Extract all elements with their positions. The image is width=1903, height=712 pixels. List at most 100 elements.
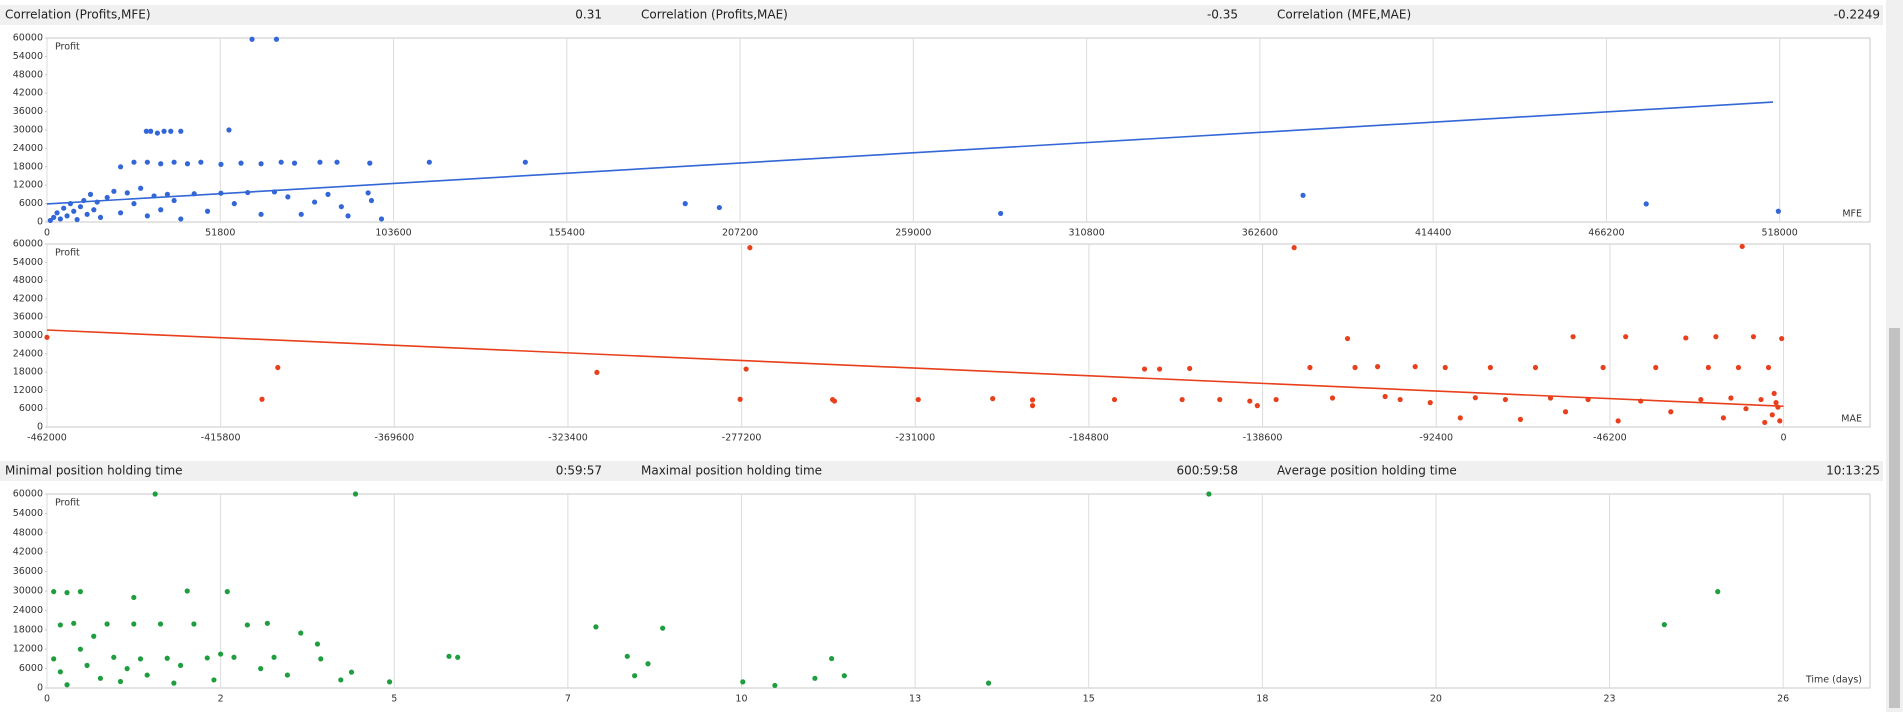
y-tick-label: 54000 [13,51,43,62]
point [198,159,204,165]
point [1502,396,1508,403]
point [143,128,149,134]
x-axis-label: Time (days) [1805,675,1862,686]
point [624,653,630,659]
stat-value: 0.31 [575,8,602,22]
point [1698,396,1704,403]
point [682,201,688,207]
point [298,211,304,217]
point [1442,364,1448,371]
point [178,216,184,222]
point [1291,245,1297,251]
point [71,620,77,626]
point [915,396,921,403]
y-tick-label: 60000 [13,33,43,44]
x-tick-label: -462000 [27,433,67,444]
point [91,207,97,213]
stat-value: -0.35 [1207,8,1238,22]
x-tick-label: 414400 [1415,228,1451,239]
point [737,396,743,402]
stat-value: 0:59:57 [556,464,602,478]
point [77,646,83,652]
y-axis-label: Profit [55,498,80,509]
point [632,673,638,679]
y-tick-label: 18000 [13,367,43,378]
point [117,210,124,216]
y-tick-label: 12000 [13,180,43,191]
point [1771,390,1777,397]
point [137,656,144,662]
y-tick-label: 0 [37,422,43,433]
point [211,677,217,683]
y-tick-label: 48000 [13,275,43,286]
point [1775,208,1781,214]
point [77,204,84,210]
x-tick-label: -231000 [895,433,935,444]
point [1427,400,1433,406]
point [1273,396,1279,403]
x-tick-label: 5 [391,694,397,705]
point [54,210,60,216]
scrollbar-thumb[interactable] [1889,328,1900,708]
point [1187,365,1193,372]
y-tick-label: 54000 [13,257,43,268]
x-tick-label: -369600 [374,433,414,444]
point [275,364,281,371]
point [249,36,255,42]
point [841,673,847,679]
point [1758,396,1764,403]
point [218,161,224,167]
stat-label: Average position holding time [1277,464,1457,478]
x-tick-label: 51800 [205,228,235,239]
point [57,669,63,675]
y-tick-label: 18000 [13,624,43,635]
point [386,679,393,685]
point [144,672,150,678]
stat-label: Correlation (Profits,MAE) [641,8,788,22]
point [378,216,385,222]
point [144,159,150,165]
point [84,662,90,668]
point [1728,395,1734,401]
y-tick-label: 18000 [13,161,43,172]
point [177,662,184,668]
x-tick-label: 518000 [1762,228,1798,239]
point [204,208,211,214]
point [258,666,264,672]
x-tick-label: 20 [1430,694,1442,705]
plot-area [46,493,1871,689]
point [1397,396,1403,403]
y-tick-label: 36000 [13,106,43,117]
point [1532,364,1539,371]
stat-value: 600:59:58 [1176,464,1238,478]
point [1661,622,1667,628]
point [244,622,250,628]
point [204,655,210,661]
y-tick-label: 42000 [13,547,43,558]
y-tick-label: 12000 [13,644,43,655]
point [1713,334,1719,340]
point [1307,364,1313,371]
point [1352,364,1358,371]
y-tick-label: 30000 [13,125,43,136]
x-tick-label: -92400 [1419,433,1453,444]
point [271,654,277,660]
point [1111,396,1118,403]
point [111,188,117,194]
point [264,620,270,626]
charts: 0 51800 103600 155400 207200 259000 310800 3626… [13,33,1871,705]
point [1570,334,1576,340]
point [594,369,600,376]
point [829,655,835,662]
point [985,680,992,686]
point [64,590,70,596]
y-tick-label: 54000 [13,508,43,519]
x-tick-label: 15 [1083,694,1095,705]
point [831,398,838,404]
x-tick-label: 362600 [1242,228,1278,239]
trend-line [46,329,1784,408]
x-tick-label: 0 [1781,433,1787,444]
point [168,128,174,134]
point [104,621,110,627]
x-tick-label: -184800 [1069,433,1109,444]
